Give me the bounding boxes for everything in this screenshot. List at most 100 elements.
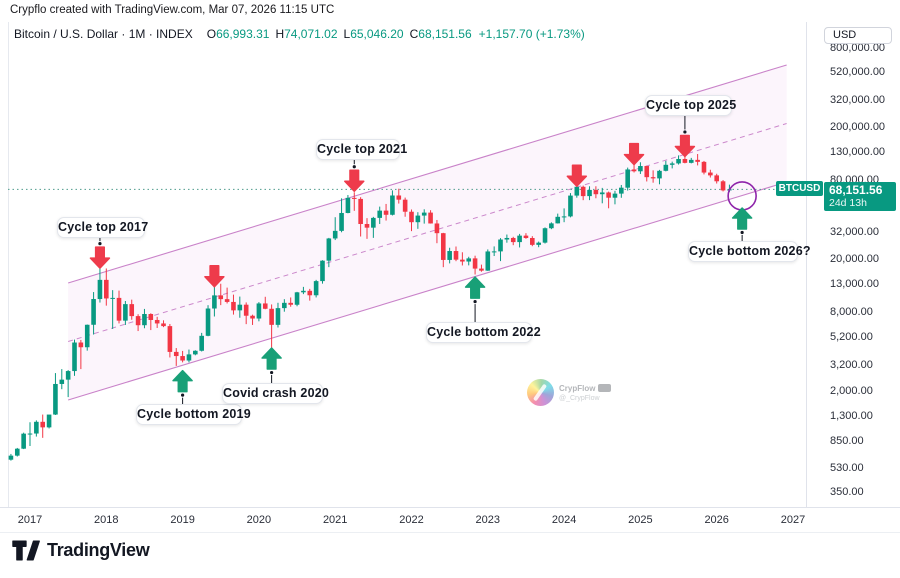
- annotation-connector-dot: [473, 299, 477, 304]
- price-tick-label: 5,200.00: [830, 330, 873, 343]
- candle-body: [231, 301, 236, 311]
- year-tick-label: 2018: [94, 514, 119, 526]
- annotation-connector-dot: [683, 130, 687, 134]
- cycle-top-2021-label[interactable]: Cycle top 2021: [316, 139, 407, 160]
- candle-body: [402, 199, 408, 212]
- cycle-top-arrow-icon: [674, 134, 696, 158]
- candle-body: [256, 303, 262, 319]
- candle-body: [625, 169, 630, 188]
- year-tick-label: 2024: [551, 514, 577, 526]
- cycle-bottom-arrow-icon: [261, 347, 282, 370]
- cycle-top-arrow-icon: [623, 142, 645, 166]
- candle-body: [453, 251, 459, 260]
- price-tick-label: 13,000.00: [830, 278, 879, 291]
- candle-body: [97, 279, 103, 300]
- cycle-bottom-arrow-icon: [172, 369, 193, 393]
- candle-body: [606, 192, 611, 198]
- candle-body: [154, 319, 160, 324]
- candle-body: [714, 175, 719, 182]
- watermark-badge-icon: [598, 384, 612, 392]
- cycle-bottom-2026-label[interactable]: Cycle bottom 2026?: [688, 241, 811, 262]
- candle-body: [580, 186, 586, 197]
- candle-body: [568, 195, 573, 217]
- price-axis[interactable]: [806, 22, 900, 507]
- candle-body: [619, 187, 624, 194]
- cycle-top-2017-label[interactable]: Cycle top 2017: [57, 217, 148, 238]
- symbol-legend[interactable]: Bitcoin / U.S. Dollar · 1M · INDEX O66,99…: [14, 27, 585, 41]
- annotation-connector-dot: [270, 370, 274, 375]
- change-value: +1,157.70 (+1.73%): [478, 27, 585, 41]
- channel-fill: [68, 64, 787, 400]
- candle-body: [186, 354, 192, 361]
- crypflow-logo-icon: [527, 379, 554, 406]
- price-tick-label: 800,000.00: [830, 41, 886, 54]
- candle-body: [59, 379, 65, 384]
- candle-body: [364, 224, 370, 228]
- candle-body: [720, 181, 726, 191]
- ohlc-key: C: [409, 27, 419, 41]
- candle-body: [383, 210, 389, 215]
- cycle-top-2025-label[interactable]: Cycle top 2025: [645, 95, 736, 116]
- cycle-bottom-arrow-icon: [464, 276, 486, 299]
- currency-button[interactable]: USD: [824, 27, 892, 44]
- candle-body: [180, 356, 185, 361]
- candle-body: [396, 195, 402, 200]
- candle-body: [104, 279, 109, 299]
- candle-body: [110, 297, 115, 299]
- candle-body: [695, 159, 700, 162]
- ohlc-key: H: [275, 27, 285, 41]
- candle-body: [485, 251, 491, 271]
- candle-body: [593, 189, 599, 195]
- ohlc-value: 65,046.20: [350, 27, 404, 41]
- candle-body: [428, 212, 433, 224]
- attribution-text: Crypflo created with TradingView.com, Ma…: [10, 4, 335, 16]
- covid-crash-2020-label[interactable]: Covid crash 2020: [222, 383, 329, 404]
- year-tick-label: 2025: [628, 514, 653, 526]
- candle-body: [574, 186, 580, 196]
- candle-body: [345, 197, 351, 213]
- candle-body: [275, 308, 281, 325]
- cycle-bottom-2022-label[interactable]: Cycle bottom 2022: [426, 322, 541, 343]
- cycle-top-arrow-icon: [344, 169, 365, 192]
- annotation-connector-dot: [181, 393, 185, 397]
- candle-body: [84, 324, 90, 348]
- candle-body: [129, 304, 135, 317]
- candle-body: [173, 351, 179, 357]
- candle-body: [504, 237, 510, 240]
- candle-body: [8, 455, 14, 460]
- time-axis[interactable]: 2017 2018 2019 2020 2021 2022 2023 2024 2025 2026…: [0, 507, 900, 533]
- candle-body: [21, 433, 26, 449]
- price-tick-label: 32,000.00: [830, 226, 879, 239]
- year-tick-label: 2020: [246, 514, 272, 526]
- candle-body: [701, 161, 707, 173]
- watermark-handle: @_CrypFlow: [559, 394, 600, 402]
- candle-body: [708, 172, 713, 176]
- price-tick-label: 8,000.00: [830, 305, 873, 318]
- candle-body: [282, 302, 287, 309]
- candle-body: [313, 281, 319, 296]
- candle-body: [148, 314, 154, 320]
- ohlc-value: 66,993.31: [216, 27, 270, 41]
- price-tick-label: 350.00: [830, 485, 864, 498]
- last-price-label: 68,151.56 24d 13h: [824, 182, 896, 212]
- candle-body: [237, 304, 243, 311]
- candle-body: [199, 335, 204, 351]
- tradingview-brand-text: TradingView: [47, 540, 150, 560]
- tradingview-attribution[interactable]: TradingView: [12, 540, 150, 561]
- year-tick-label: 2021: [322, 514, 348, 526]
- cycle-bottom-2019-label[interactable]: Cycle bottom 2019: [136, 404, 251, 425]
- candle-body: [218, 295, 224, 300]
- candle-body: [447, 251, 452, 260]
- candle-body: [612, 193, 618, 198]
- candle-body: [657, 170, 662, 179]
- candle-body: [142, 314, 147, 326]
- candle-body: [587, 189, 592, 197]
- price-tick-label: 3,200.00: [830, 358, 873, 371]
- price-tick-label: 2,000.00: [830, 385, 873, 398]
- annotation-connector-dot: [98, 242, 102, 246]
- candle-body: [530, 238, 535, 245]
- year-tick-label: 2026: [704, 514, 729, 526]
- candle-body: [123, 304, 128, 321]
- candle-body: [358, 198, 363, 225]
